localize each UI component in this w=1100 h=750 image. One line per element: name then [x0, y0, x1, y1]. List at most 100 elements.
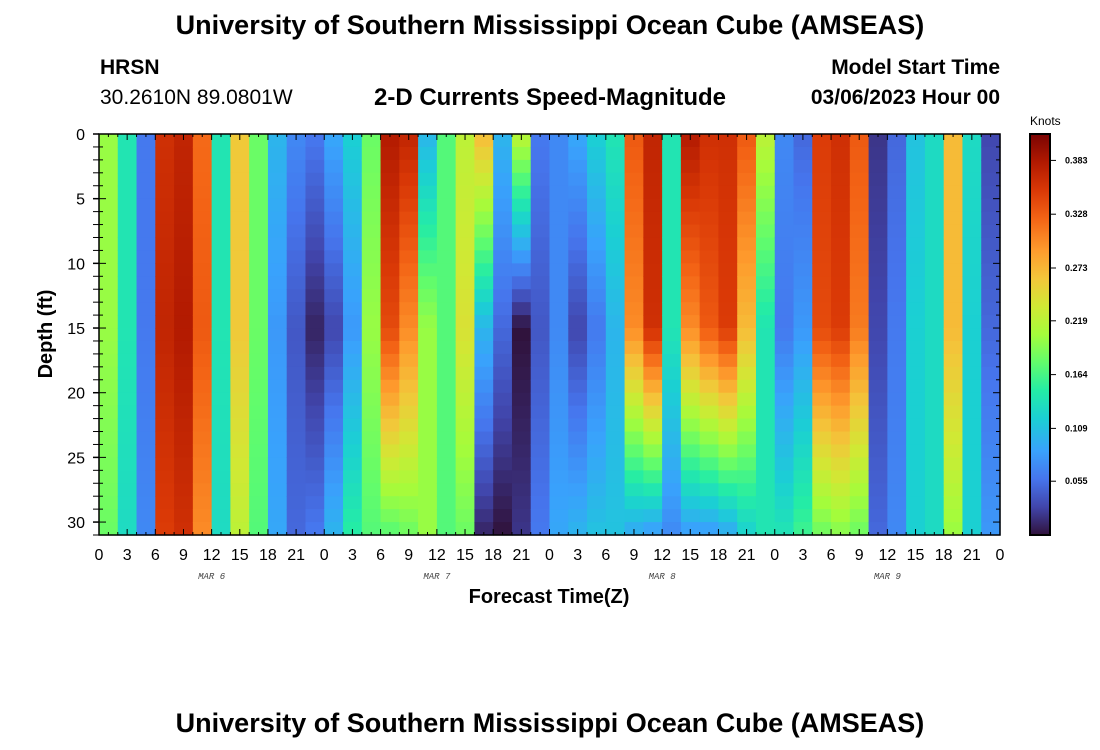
heatmap-cell: [624, 509, 644, 523]
heatmap-cell: [117, 289, 138, 303]
heatmap-cell: [136, 496, 156, 510]
heatmap-cell: [831, 353, 851, 368]
heatmap-cell: [267, 146, 288, 161]
heatmap-cell: [605, 431, 626, 446]
heatmap-cell: [399, 353, 419, 368]
heatmap-cell: [117, 392, 138, 407]
heatmap-cell: [230, 457, 250, 471]
heatmap-cell: [324, 470, 344, 484]
heatmap-cell: [662, 522, 682, 536]
heatmap-cell: [155, 302, 175, 316]
heatmap-cell: [643, 237, 663, 252]
heatmap-cell: [812, 224, 832, 239]
heatmap-cell: [99, 211, 119, 226]
heatmap-cell: [99, 224, 119, 239]
heatmap-cell: [793, 172, 813, 187]
heatmap-cell: [380, 159, 400, 174]
heatmap-cell: [643, 134, 663, 148]
heatmap-cell: [511, 315, 532, 329]
heatmap-cell: [774, 224, 795, 239]
heatmap-cell: [568, 146, 588, 161]
heatmap-cell: [286, 185, 307, 200]
heatmap-cell: [849, 211, 870, 226]
heatmap-cell: [493, 159, 513, 174]
heatmap-cell: [99, 353, 119, 368]
heatmap-cell: [99, 483, 119, 497]
heatmap-cell: [924, 302, 945, 316]
heatmap-cell: [117, 509, 138, 523]
heatmap-cell: [924, 134, 945, 148]
heatmap-cell: [793, 353, 813, 368]
heatmap-cell: [568, 172, 588, 187]
heatmap-cell: [305, 522, 325, 536]
heatmap-cell: [924, 276, 945, 290]
heatmap-cell: [99, 289, 119, 303]
heatmap-cell: [286, 353, 307, 368]
heatmap-cell: [924, 315, 945, 329]
heatmap-cell: [868, 224, 888, 239]
heatmap-cell: [568, 392, 588, 407]
heatmap-cell: [643, 457, 663, 471]
heatmap-cell: [211, 276, 231, 290]
heatmap-cell: [605, 340, 626, 355]
heatmap-cell: [155, 224, 175, 239]
heatmap-cell: [174, 509, 194, 523]
heatmap-cell: [624, 457, 644, 471]
heatmap-cell: [493, 146, 513, 161]
heatmap-cell: [361, 250, 382, 264]
heatmap-cell: [868, 315, 888, 329]
heatmap-cell: [249, 134, 269, 148]
heatmap-cell: [831, 315, 851, 329]
heatmap-cell: [605, 392, 626, 407]
heatmap-cell: [962, 263, 982, 277]
heatmap-cell: [662, 366, 682, 381]
heatmap-cell: [962, 289, 982, 303]
y-axis-title: Depth (ft): [35, 290, 57, 379]
heatmap-cell: [605, 276, 626, 290]
heatmap-cell: [493, 289, 513, 303]
heatmap-cell: [249, 431, 269, 446]
heatmap-cell: [568, 250, 588, 264]
heatmap-cell: [755, 418, 776, 433]
heatmap-cell: [812, 483, 832, 497]
heatmap-cell: [211, 444, 231, 458]
heatmap-cell: [99, 185, 119, 200]
heatmap-cell: [962, 302, 982, 316]
heatmap-cell: [99, 392, 119, 407]
heatmap-cell: [643, 522, 663, 536]
heatmap-cell: [624, 185, 644, 200]
heatmap-cell: [812, 315, 832, 329]
heatmap-cell: [981, 392, 1001, 407]
heatmap-cell: [662, 379, 682, 394]
heatmap-cell: [624, 353, 644, 368]
heatmap-cell: [493, 185, 513, 200]
heatmap-cell: [249, 302, 269, 316]
heatmap-cell: [361, 159, 382, 174]
heatmap-cell: [380, 392, 400, 407]
heatmap-cell: [192, 405, 213, 420]
heatmap-cell: [399, 185, 419, 200]
heatmap-cell: [493, 172, 513, 187]
y-tick-label: 20: [67, 386, 85, 403]
heatmap-cell: [418, 379, 438, 394]
heatmap-cell: [361, 263, 382, 277]
heatmap-cell: [436, 522, 457, 536]
heatmap-cell: [324, 134, 344, 148]
heatmap-cell: [868, 185, 888, 200]
heatmap-cell: [474, 457, 494, 471]
heatmap-cell: [343, 315, 363, 329]
heatmap-cell: [136, 211, 156, 226]
heatmap-cell: [343, 366, 363, 381]
heatmap-cell: [793, 431, 813, 446]
heatmap-cell: [849, 470, 870, 484]
heatmap-cell: [436, 366, 457, 381]
heatmap-cell: [755, 185, 776, 200]
heatmap-cell: [174, 457, 194, 471]
heatmap-cell: [418, 340, 438, 355]
heatmap-cell: [699, 302, 720, 316]
heatmap-cell: [230, 276, 250, 290]
heatmap-cell: [136, 250, 156, 264]
heatmap-cell: [305, 470, 325, 484]
heatmap-cell: [680, 366, 701, 381]
heatmap-cell: [249, 198, 269, 213]
